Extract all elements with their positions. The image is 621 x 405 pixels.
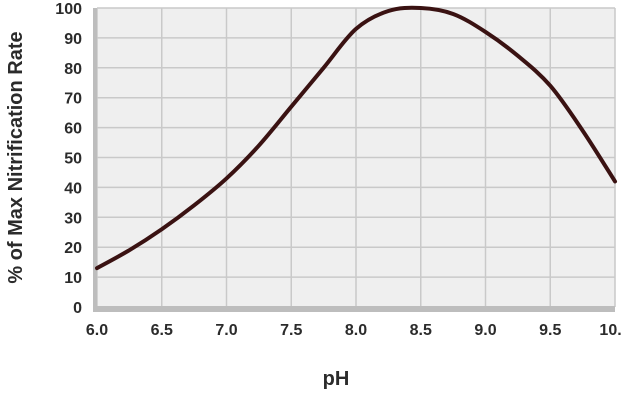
x-tick-label: 7.5 [280,322,302,339]
y-tick-label: 40 [64,180,82,197]
y-tick-label: 90 [64,31,82,48]
x-tick-label: 9.0 [474,322,496,339]
y-tick-label: 100 [55,1,82,18]
y-tick-label: 50 [64,151,82,168]
series [95,5,617,271]
tick-labels: 6.0 6.5 7.0 7.5 8.0 8.5 9.0 9.5 10.0 0 10 20 30 40 50 6… [55,1,621,339]
y-tick-label: 20 [64,240,82,257]
x-tick-label: 9.5 [539,322,561,339]
y-tick-label: 60 [64,121,82,138]
x-tick-label: 10.0 [599,322,621,339]
x-tick-label: 7.0 [215,322,237,339]
series-line [95,5,617,271]
y-tick-label: 0 [73,300,82,317]
axes [93,8,615,312]
y-axis-title: % of Max Nitrification Rate [5,31,27,283]
x-tick-label: 8.5 [410,322,432,339]
y-tick-label: 10 [64,270,82,287]
y-tick-label: 30 [64,210,82,227]
x-tick-label: 6.5 [151,322,173,339]
x-axis-title: pH [323,368,350,390]
x-tick-label: 6.0 [86,322,108,339]
y-tick-label: 70 [64,91,82,108]
x-tick-label: 8.0 [345,322,367,339]
y-tick-label: 80 [64,61,82,78]
